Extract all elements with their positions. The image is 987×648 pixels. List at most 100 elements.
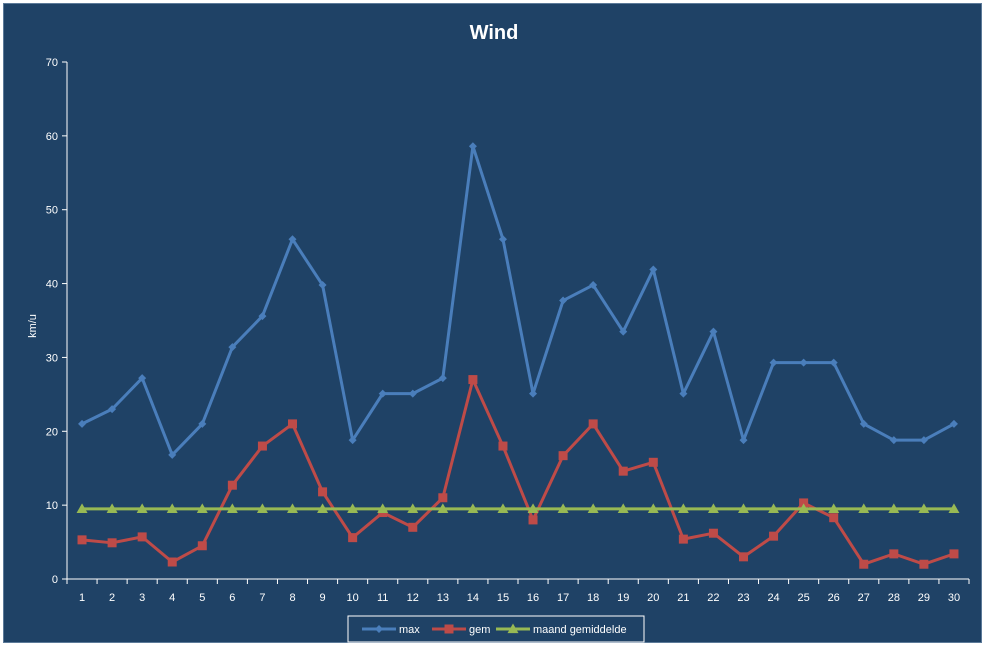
data-point bbox=[828, 503, 840, 513]
x-tick-label: 24 bbox=[767, 592, 779, 604]
x-tick-label: 22 bbox=[707, 592, 719, 604]
data-point bbox=[258, 312, 267, 321]
x-tick-label: 13 bbox=[437, 592, 449, 604]
data-point bbox=[859, 419, 868, 428]
data-point bbox=[77, 535, 87, 545]
data-point bbox=[799, 498, 809, 508]
y-tick-label: 50 bbox=[46, 205, 58, 217]
data-point bbox=[168, 450, 177, 459]
data-point bbox=[317, 503, 329, 513]
series-maand-gemiddelde bbox=[76, 503, 960, 513]
x-tick-label: 2 bbox=[109, 592, 115, 604]
data-point bbox=[919, 436, 928, 445]
x-tick-label: 9 bbox=[320, 592, 326, 604]
data-point bbox=[287, 503, 298, 513]
data-point bbox=[948, 503, 960, 513]
data-point bbox=[408, 389, 417, 398]
x-tick-label: 7 bbox=[259, 592, 265, 604]
data-point bbox=[677, 503, 689, 513]
data-point bbox=[738, 503, 749, 513]
data-point bbox=[498, 235, 507, 244]
data-point bbox=[859, 559, 869, 569]
data-point bbox=[739, 552, 748, 562]
series-layer bbox=[76, 142, 960, 569]
data-point bbox=[138, 374, 147, 383]
data-point bbox=[228, 343, 237, 352]
x-tick-label: 14 bbox=[467, 592, 479, 604]
data-point bbox=[468, 142, 477, 151]
legend-item: gem bbox=[432, 624, 490, 636]
data-point bbox=[76, 503, 88, 513]
data-point bbox=[137, 532, 147, 542]
y-tick-label: 70 bbox=[46, 57, 58, 69]
data-point bbox=[106, 503, 118, 513]
data-point bbox=[829, 358, 838, 367]
data-point bbox=[528, 515, 538, 525]
data-point bbox=[529, 389, 538, 398]
data-point bbox=[527, 503, 539, 513]
data-point bbox=[197, 541, 207, 551]
data-point bbox=[318, 487, 328, 497]
data-point bbox=[167, 557, 177, 567]
data-point bbox=[619, 327, 628, 336]
x-tick-label: 3 bbox=[139, 592, 145, 604]
data-point bbox=[858, 503, 870, 513]
data-point bbox=[437, 503, 449, 513]
y-axis-label: km/u bbox=[27, 314, 39, 338]
chart-frame: Wind km/u 0 10 20 30 40 50 60 70 1 2 3 4 5 6 7 8 9 10 11 12… bbox=[3, 3, 982, 643]
data-point bbox=[888, 503, 900, 513]
x-tick-label: 15 bbox=[497, 592, 509, 604]
data-point bbox=[468, 375, 478, 385]
x-tick-label: 8 bbox=[289, 592, 295, 604]
data-point bbox=[257, 441, 267, 451]
x-tick-label: 29 bbox=[918, 592, 930, 604]
data-point bbox=[949, 549, 959, 559]
data-point bbox=[108, 405, 117, 414]
legend-box bbox=[347, 615, 645, 643]
legend-swatch-marker bbox=[444, 624, 454, 634]
data-point bbox=[739, 436, 748, 445]
data-point bbox=[498, 441, 508, 451]
y-tick-label: 20 bbox=[46, 426, 58, 438]
legend-item: maand gemiddelde bbox=[496, 623, 627, 636]
data-point bbox=[467, 503, 479, 513]
data-point bbox=[438, 493, 448, 503]
y-tick-label: 10 bbox=[46, 500, 58, 512]
data-point bbox=[348, 436, 357, 445]
y-tick-label: 60 bbox=[46, 131, 58, 143]
legend-label: gem bbox=[469, 624, 490, 636]
data-point bbox=[889, 436, 898, 445]
x-tick-label: 30 bbox=[948, 592, 960, 604]
data-point bbox=[438, 374, 447, 383]
x-tick-label: 20 bbox=[647, 592, 659, 604]
y-tick-label: 0 bbox=[52, 574, 58, 586]
data-point bbox=[78, 419, 87, 428]
data-point bbox=[617, 503, 629, 513]
data-point bbox=[587, 503, 599, 513]
x-tick-label: 19 bbox=[617, 592, 629, 604]
x-tick-label: 17 bbox=[557, 592, 569, 604]
series-max bbox=[78, 142, 958, 459]
x-tick-label: 27 bbox=[858, 592, 870, 604]
data-point bbox=[256, 503, 268, 513]
y-tick-label: 40 bbox=[46, 279, 58, 291]
data-point bbox=[107, 538, 117, 548]
data-point bbox=[196, 503, 208, 513]
data-point bbox=[679, 389, 688, 398]
data-point bbox=[377, 503, 389, 513]
x-tick-label: 21 bbox=[677, 592, 689, 604]
data-point bbox=[889, 549, 899, 559]
legend: max gem maand gemiddelde bbox=[347, 615, 645, 643]
data-point bbox=[589, 281, 598, 290]
data-point bbox=[347, 503, 359, 513]
data-point bbox=[198, 419, 207, 428]
data-point bbox=[497, 503, 509, 513]
data-point bbox=[408, 522, 418, 532]
x-tick-label: 23 bbox=[737, 592, 749, 604]
data-point bbox=[708, 528, 718, 538]
x-tick-label: 12 bbox=[407, 592, 419, 604]
y-tick-label: 30 bbox=[46, 352, 58, 364]
data-point bbox=[588, 419, 598, 429]
data-point bbox=[378, 389, 387, 398]
